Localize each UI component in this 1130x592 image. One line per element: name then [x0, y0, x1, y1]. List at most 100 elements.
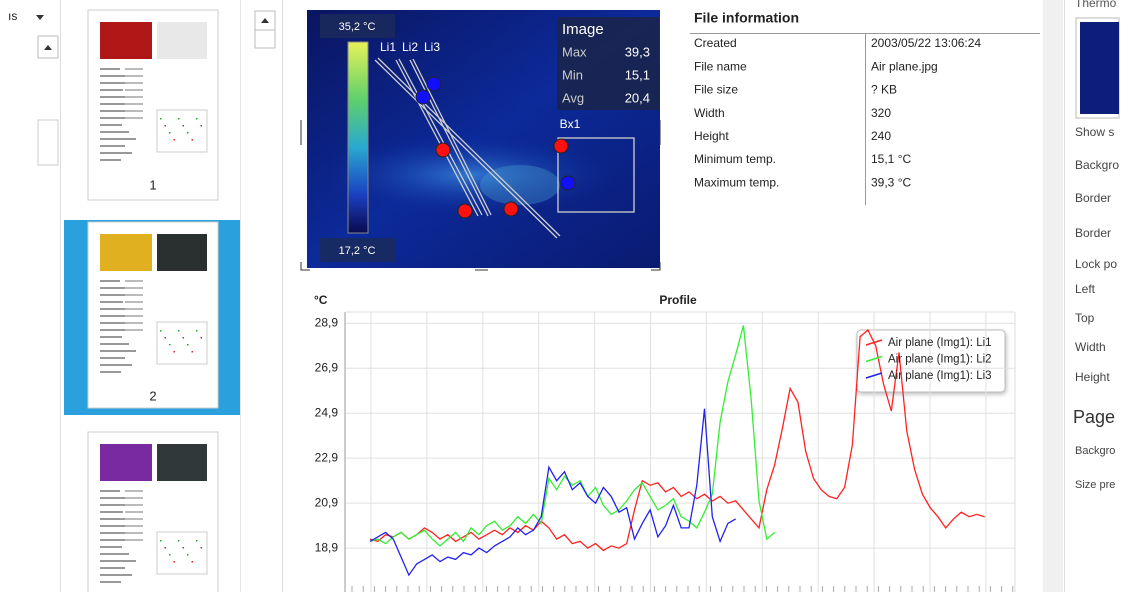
- property-label: Left: [1075, 282, 1096, 296]
- box-label: Bx1: [560, 117, 581, 131]
- scale-max: 35,2 °C: [339, 21, 376, 33]
- thumb-text: [100, 518, 130, 520]
- thumb-text: [125, 497, 143, 499]
- image-detail: [320, 135, 620, 215]
- measure-lines: [374, 57, 561, 239]
- thumb-dot: [160, 540, 162, 542]
- thumb-text: [100, 371, 121, 373]
- thumb-dot: [200, 125, 202, 127]
- thumb-text: [100, 539, 133, 541]
- color-palette: [347, 41, 369, 234]
- thumb-dot: [187, 132, 189, 134]
- thumb-text: [100, 294, 134, 296]
- thumb-dot: [182, 125, 184, 127]
- thumb-text: [100, 308, 130, 310]
- property-label: Size pre: [1075, 479, 1115, 491]
- scale-label-box: [320, 238, 395, 262]
- thumb-dot: [200, 547, 202, 549]
- series-line: [369, 408, 737, 577]
- selection-handles: [300, 120, 661, 271]
- thumb-dot: [164, 337, 166, 339]
- thumb-dot: [178, 118, 180, 120]
- thumb-text: [125, 301, 143, 303]
- image-detail: [480, 165, 560, 205]
- row-value: 39,3 °C: [871, 175, 911, 189]
- thumb-text: [100, 581, 121, 583]
- thumb-text: [100, 553, 129, 555]
- scroll-region: [1043, 0, 1063, 592]
- dropdown-icon[interactable]: [36, 15, 44, 20]
- row-value: 2003/05/22 13:06:24: [871, 36, 981, 50]
- thumb-text: [125, 504, 143, 506]
- series-line: [369, 328, 985, 552]
- y-tick-label: 22,9: [315, 450, 339, 464]
- scroll-track[interactable]: [37, 119, 59, 166]
- thumb-dot: [160, 118, 162, 120]
- thumb-text: [100, 103, 137, 105]
- thumb-dot: [164, 125, 166, 127]
- thumb-chart: [156, 109, 208, 153]
- row-key: Maximum temp.: [694, 175, 779, 189]
- thumb-text: [125, 490, 143, 492]
- thumb-text: [100, 96, 130, 98]
- section-title: Page: [1073, 407, 1115, 427]
- measure-box[interactable]: [557, 137, 635, 213]
- spot-markers: [415, 76, 576, 219]
- thumb-text: [100, 322, 126, 324]
- legend-label: Air plane (Img1): Li2: [888, 354, 992, 366]
- row-key: File size: [694, 83, 738, 97]
- thumb-dot: [169, 344, 171, 346]
- thumb-text: [125, 518, 143, 520]
- thumb-text: [125, 68, 143, 70]
- thumb-text: [125, 525, 143, 527]
- stats-title: Image: [562, 21, 604, 38]
- thumb-text: [100, 75, 127, 77]
- line-label: Li1: [380, 40, 396, 54]
- legend-swatch: [865, 355, 883, 363]
- thumb-text: [125, 322, 143, 324]
- thumb-dot: [191, 139, 193, 141]
- thumb-text: [100, 138, 136, 140]
- line-label: Li3: [424, 40, 440, 54]
- row-key: Width: [694, 106, 725, 120]
- stats-value: 15,1: [625, 67, 650, 82]
- property-label: Backgro: [1075, 445, 1115, 457]
- thumb-text: [100, 504, 134, 506]
- thumb-text: [125, 329, 143, 331]
- thumb-dot: [191, 351, 193, 353]
- row-key: Created: [694, 36, 737, 50]
- thumb-text: [100, 490, 120, 492]
- thumb-dot: [191, 561, 193, 563]
- y-tick-label: 20,9: [315, 495, 339, 509]
- thumb-text: [125, 110, 143, 112]
- thumb-text: [100, 574, 132, 576]
- menu-label: ıs: [8, 9, 17, 23]
- thumb-text: [125, 287, 143, 289]
- property-label: Show s: [1075, 125, 1114, 139]
- properties-header: Thermo: [1075, 0, 1117, 10]
- thumb-chart: [156, 531, 208, 575]
- thumb-text: [100, 287, 127, 289]
- scale-label-box: [320, 14, 395, 38]
- thumb-text: [100, 301, 123, 303]
- thumb-text: [100, 68, 120, 70]
- property-label: Backgro: [1075, 158, 1119, 172]
- thumb-dot: [164, 547, 166, 549]
- thumbnail-label: 2: [149, 388, 156, 403]
- thumb-text: [100, 350, 136, 352]
- thumb-text: [125, 96, 143, 98]
- property-label: Width: [1075, 340, 1106, 354]
- legend-swatch: [865, 372, 883, 379]
- arrow-icon: [261, 18, 269, 23]
- legend: [856, 329, 1006, 393]
- thumb-text: [125, 82, 143, 84]
- row-key: Height: [694, 129, 729, 143]
- scale-min: 17,2 °C: [339, 245, 376, 257]
- thumb-text: [100, 280, 120, 282]
- property-label: Height: [1075, 370, 1110, 384]
- thumb-text: [125, 117, 143, 119]
- row-value: ? KB: [871, 83, 897, 97]
- line-label: Li2: [402, 40, 418, 54]
- property-label: Top: [1075, 311, 1095, 325]
